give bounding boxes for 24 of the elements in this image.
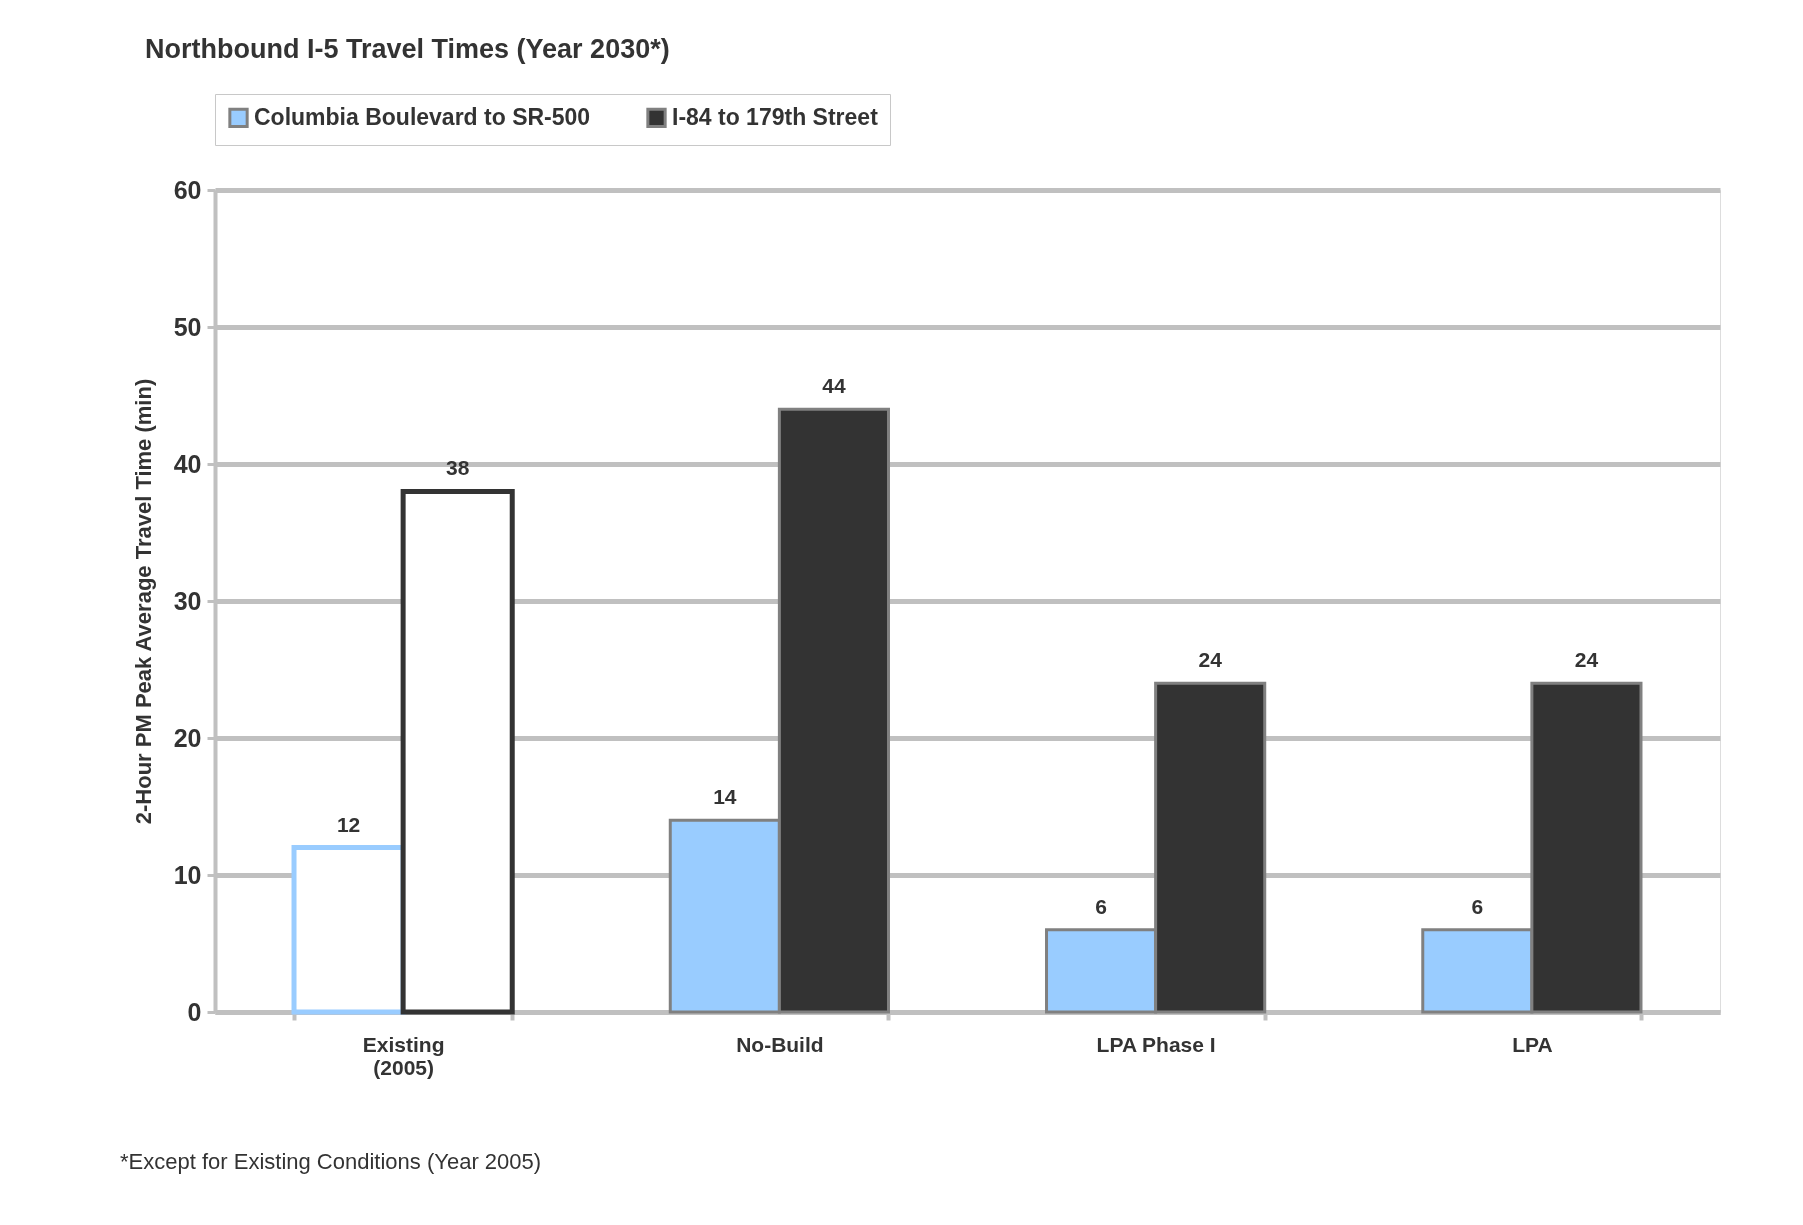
data-label: 14 (713, 785, 737, 809)
data-label: 24 (1198, 648, 1223, 672)
x-tick-label: Existing (2005) (362, 1032, 445, 1079)
text: *Except for Existing Conditions (Year 2005) (120, 1149, 542, 1174)
y-tick-label: 60 (173, 175, 202, 204)
legend-label: I-84 to 179th Street (672, 103, 879, 130)
legend-label: Columbia Boulevard to SR-500 (254, 103, 591, 130)
data-label: 6 (1471, 894, 1484, 918)
y-tick-label: 10 (173, 860, 202, 889)
y-tick-label: 50 (173, 312, 202, 341)
y-tick-label: 40 (173, 449, 202, 478)
x-tick-label: LPA Phase I (1096, 1032, 1216, 1056)
data-label: 12 (336, 812, 361, 836)
y-tick-label: 20 (173, 723, 202, 752)
y-tick-label: 30 (173, 586, 202, 615)
data-label: 38 (446, 456, 470, 480)
data-label: 44 (822, 374, 846, 398)
chart-title: Northbound I-5 Travel Times (Year 2030*) (145, 33, 670, 64)
x-tick-label: LPA (1512, 1032, 1553, 1056)
data-label: 24 (1574, 648, 1599, 672)
data-label: 6 (1095, 894, 1107, 918)
y-tick-label: 0 (187, 997, 202, 1026)
x-tick-label: No-Build (736, 1032, 824, 1056)
y-axis-title: 2-Hour PM Peak Average Travel Time (min) (130, 378, 156, 825)
